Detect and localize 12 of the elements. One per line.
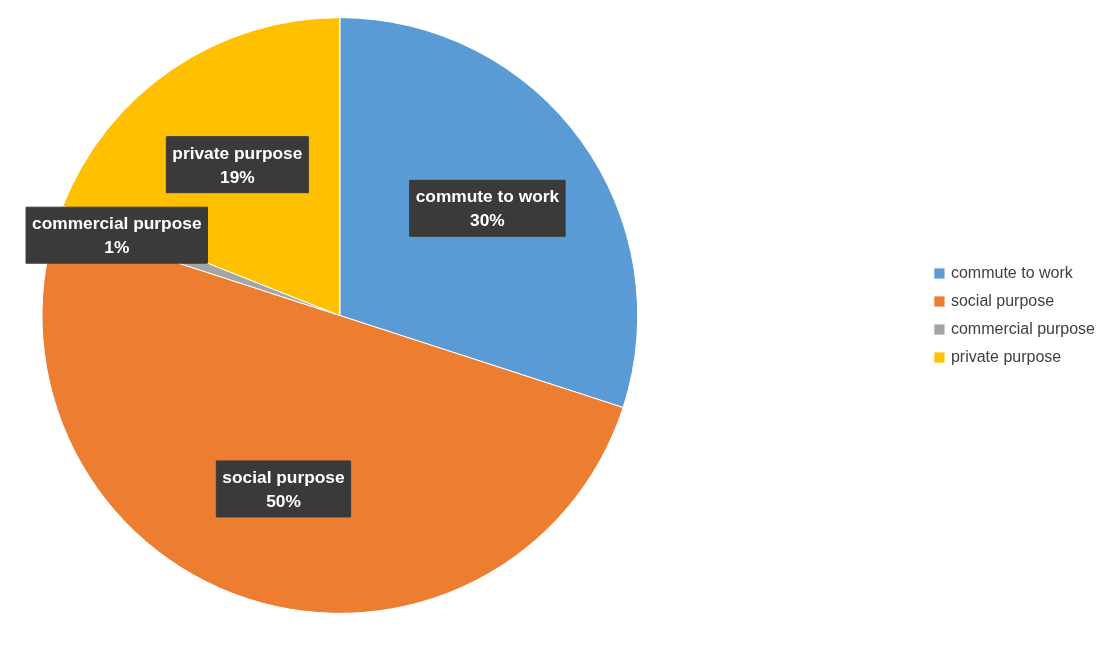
data-label: 50%	[266, 490, 301, 511]
slice-label: commercial purpose	[32, 213, 202, 234]
legend-label: private purpose	[950, 348, 1062, 366]
slice-label: commute to work	[415, 186, 560, 207]
data-label: 19%	[220, 166, 255, 187]
legend-label: social purpose	[950, 292, 1055, 310]
legend-label: commercial purpose	[950, 320, 1095, 338]
data-label: 30%	[470, 210, 505, 231]
slice-label: private purpose	[172, 142, 303, 163]
legend-label: commute to work	[950, 264, 1073, 282]
data-label: 1%	[104, 237, 130, 258]
slice-label: social purpose	[222, 466, 345, 487]
